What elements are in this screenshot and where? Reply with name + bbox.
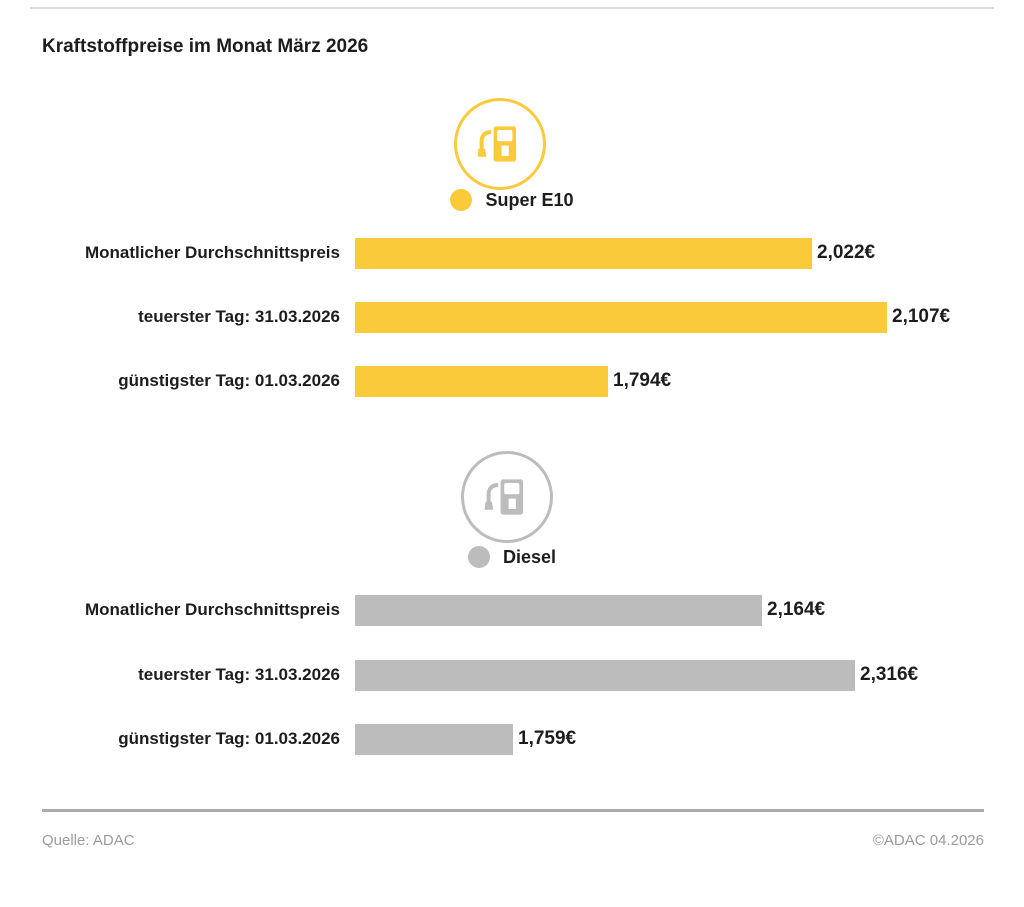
chart-title: Kraftstoffpreise im Monat März 2026 (42, 36, 369, 57)
bar-row-super-average: Monatlicher Durchschnittspreis 2,022€ (0, 237, 1024, 269)
bar-diesel-max (355, 659, 855, 691)
bar-value: 2,316€ (860, 664, 919, 685)
row-label: teuerster Tag: 31.03.2026 (138, 307, 340, 326)
row-label: günstigster Tag: 01.03.2026 (118, 371, 340, 390)
bar-value: 2,107€ (892, 306, 951, 327)
footer-divider (42, 809, 984, 812)
row-label: Monatlicher Durchschnittspreis (84, 600, 340, 619)
bar-row-diesel-min: günstigster Tag: 01.03.2026 1,759€ (0, 723, 1024, 755)
bar-diesel-average (355, 594, 762, 626)
bar-super-min (355, 365, 608, 397)
row-label: teuerster Tag: 31.03.2026 (138, 665, 340, 684)
fuel-pump-icon (454, 98, 546, 190)
bar-value: 2,022€ (817, 242, 876, 263)
legend-dot-super-e10 (450, 189, 473, 211)
row-label: günstigster Tag: 01.03.2026 (118, 729, 340, 748)
bar-super-average (355, 237, 812, 269)
bar-super-max (355, 301, 887, 333)
fuel-pump-glyph (484, 479, 523, 515)
fuel-pump-glyph (477, 126, 516, 162)
bar-row-super-max: teuerster Tag: 31.03.2026 2,107€ (0, 301, 1024, 333)
legend-dot-diesel (467, 546, 490, 568)
bar-row-diesel-max: teuerster Tag: 31.03.2026 2,316€ (0, 659, 1024, 691)
legend-label-super-e10: Super E10 (485, 189, 574, 210)
bar-value: 1,759€ (518, 728, 577, 749)
source-label: Quelle: ADAC (42, 832, 135, 849)
bar-value: 2,164€ (767, 599, 826, 620)
bar-row-super-min: günstigster Tag: 01.03.2026 1,794€ (0, 365, 1024, 397)
row-label: Monatlicher Durchschnittspreis (84, 243, 340, 262)
copyright-label: ©ADAC 04.2026 (872, 832, 984, 849)
bar-row-diesel-average: Monatlicher Durchschnittspreis 2,164€ (0, 594, 1024, 626)
bar-value: 1,794€ (613, 370, 672, 391)
legend-super-e10: Super E10 (0, 188, 1024, 212)
bar-diesel-min (355, 723, 513, 755)
top-divider (30, 7, 994, 9)
fuel-pump-icon (461, 451, 553, 543)
legend-diesel: Diesel (0, 545, 1024, 569)
legend-label-diesel: Diesel (502, 546, 557, 567)
